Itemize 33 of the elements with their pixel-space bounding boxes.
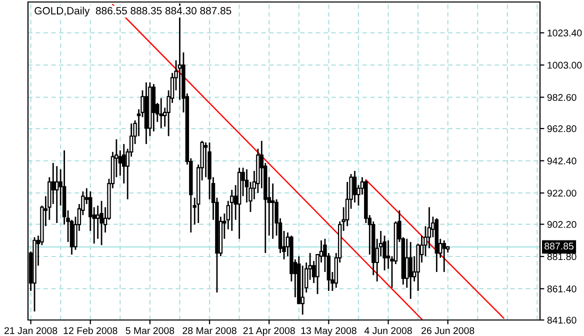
candlestick (300, 264, 304, 316)
y-tick-label: 922.00 (547, 190, 576, 197)
y-tick-label: 861.40 (547, 285, 576, 292)
y-tick-label: 902.20 (547, 221, 576, 228)
candlestick (382, 234, 386, 272)
candlestick (159, 98, 163, 129)
x-tick-label: 26 Jun 2008 (422, 327, 474, 334)
x-tick-label: 5 Mar 2008 (126, 327, 174, 334)
chart-title: GOLD,Daily 886.55 888.35 884.30 887.85 (34, 6, 232, 16)
candlestick (408, 241, 412, 300)
y-tick-label: 942.40 (547, 157, 576, 164)
x-tick-label: 21 Apr 2008 (243, 327, 295, 336)
x-tick-label: 21 Jan 2008 (4, 327, 58, 334)
y-tick-label: 1003.00 (548, 62, 582, 69)
x-tick-label: 13 May 2008 (301, 327, 356, 336)
candlestick (51, 162, 55, 205)
x-tick-label: 12 Feb 2008 (64, 326, 118, 334)
candlestick (230, 189, 234, 232)
candlestick (442, 240, 446, 273)
y-tick-label: 982.60 (547, 94, 576, 101)
candlestick (122, 143, 126, 184)
y-tick-label: 841.60 (547, 316, 576, 324)
y-tick-label: 1023.40 (548, 30, 582, 36)
x-tick-label: 28 Mar 2008 (182, 327, 236, 334)
y-tick-label: 962.80 (547, 125, 576, 132)
ref-line-label: 887.85 (544, 242, 574, 250)
candlestick (96, 204, 100, 240)
candlestick (270, 182, 275, 240)
x-tick-label: 4 Jun 2008 (364, 327, 412, 334)
candlestick (55, 165, 59, 224)
y-tick-label: 881.80 (547, 253, 576, 260)
candlestick (352, 170, 357, 204)
candlestick (100, 200, 104, 246)
